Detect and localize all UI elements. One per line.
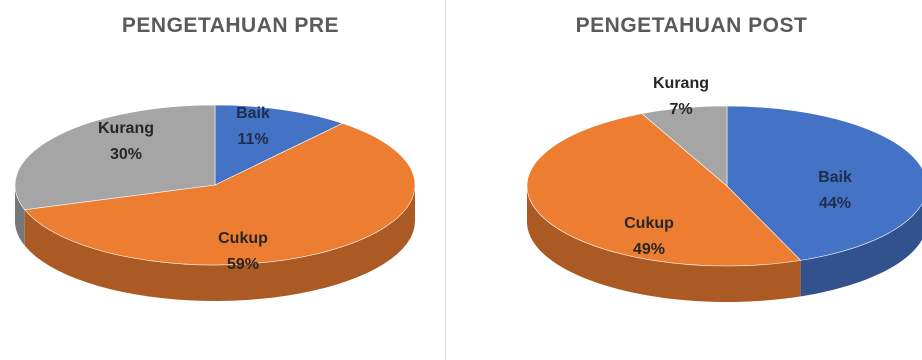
pie-labels-pre: Baik 11% Cukup 59% Kurang 30% [98, 105, 270, 273]
chart-title-post: PENGETAHUAN POST [575, 14, 808, 37]
data-label-baik-pre: Baik 11% [236, 105, 270, 148]
data-label-cukup-post: Cukup 49% [624, 215, 674, 258]
data-label-kurang-pre: Kurang 30% [98, 120, 154, 163]
chart-divider [445, 0, 446, 360]
pie-side-cukup-post [527, 186, 801, 302]
data-label-kurang-post: Kurang 7% [653, 75, 709, 118]
pie-slice-baik-post [726, 105, 922, 261]
pie-chart-post: PENGETAHUAN POST Baik 44% Cukup 49% Kurang 7% [461, 0, 922, 360]
pie-slice-kurang-pre [14, 104, 216, 211]
pie-slices-pre [14, 104, 416, 266]
pie-slice-kurang-post [641, 105, 728, 187]
pie-slice-cukup-post [526, 113, 802, 267]
data-label-baik-post: Baik 44% [818, 169, 852, 212]
pie-slice-cukup-pre [24, 123, 416, 266]
pie-svg-pre: Baik 11% Cukup 59% Kurang 30% [14, 104, 416, 301]
pie-side-walls-pre [15, 185, 415, 301]
pie-chart-pre: PENGETAHUAN PRE Baik 11% Cukup 59% Kurang 30% [14, 14, 416, 301]
pie-slice-baik-pre [214, 104, 344, 186]
pie-side-baik-post [800, 203, 922, 297]
pie-side-cukup-pre [24, 185, 415, 301]
pie-svg-post: Baik 44% Cukup 49% Kurang 7% [526, 75, 922, 302]
data-label-cukup-pre: Cukup 59% [218, 230, 268, 273]
pie-side-walls-post [527, 186, 922, 302]
pie-side-kurang-pre [15, 185, 25, 246]
chart-title-pre: PENGETAHUAN PRE [121, 14, 340, 37]
pie-slices-post [526, 105, 922, 267]
pie-labels-post: Baik 44% Cukup 49% Kurang 7% [624, 75, 852, 258]
